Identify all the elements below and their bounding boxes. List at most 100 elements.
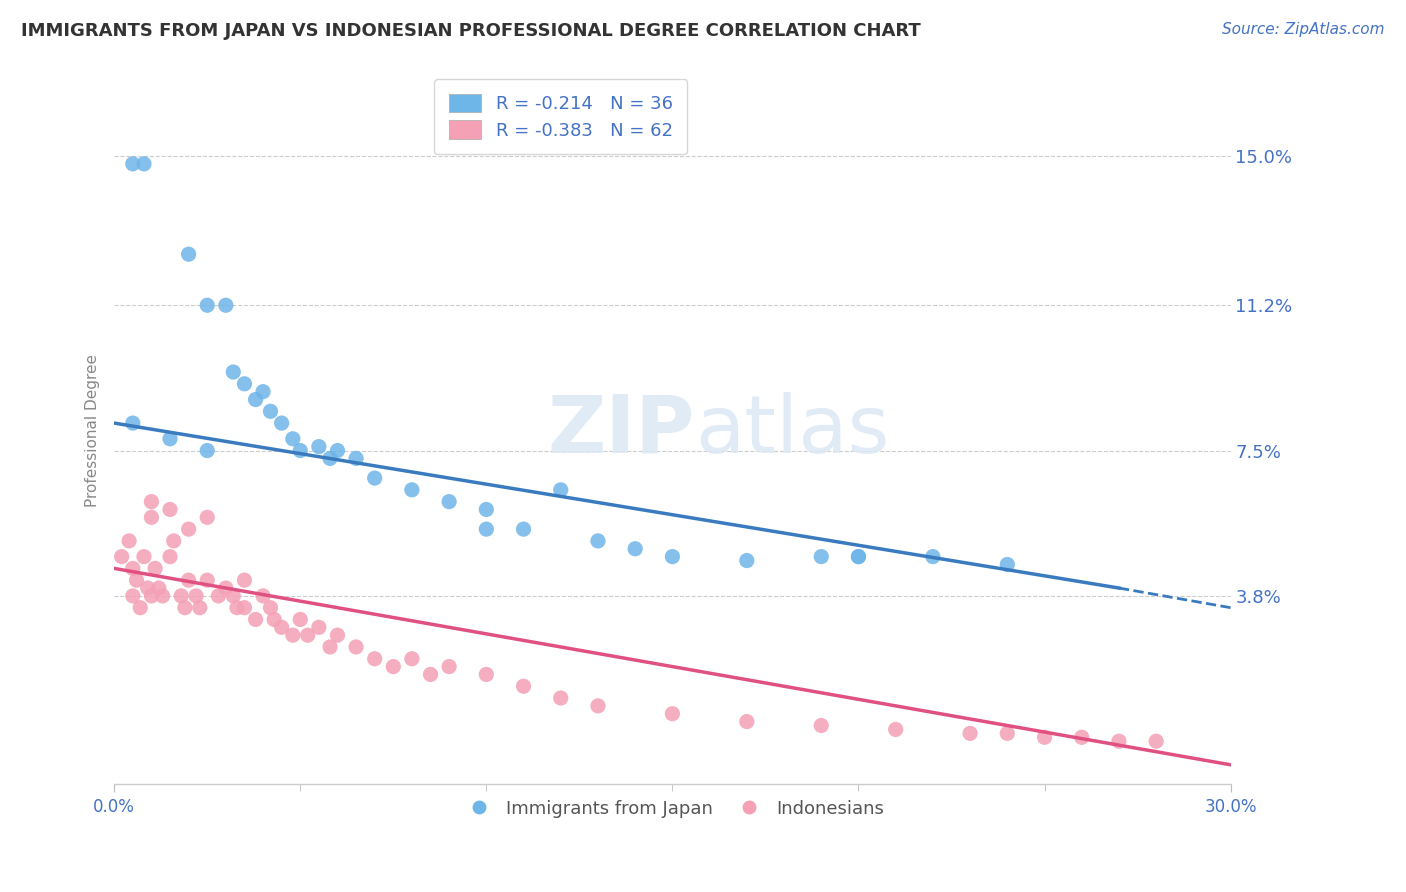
Point <box>152 589 174 603</box>
Y-axis label: Professional Degree: Professional Degree <box>86 354 100 508</box>
Point <box>586 698 609 713</box>
Point <box>245 612 267 626</box>
Point <box>995 558 1018 572</box>
Point <box>215 298 238 312</box>
Point <box>195 573 218 587</box>
Point <box>319 451 342 466</box>
Point <box>233 573 256 587</box>
Point <box>259 404 281 418</box>
Point <box>512 522 534 536</box>
Point <box>270 620 292 634</box>
Point <box>363 471 385 485</box>
Point <box>118 533 141 548</box>
Point <box>419 667 441 681</box>
Point <box>207 589 229 603</box>
Point <box>163 533 186 548</box>
Point <box>177 522 200 536</box>
Point <box>259 600 281 615</box>
Point <box>174 600 197 615</box>
Point <box>512 679 534 693</box>
Point <box>959 726 981 740</box>
Point <box>1144 734 1167 748</box>
Point <box>550 483 572 497</box>
Point <box>121 157 143 171</box>
Point <box>222 365 245 379</box>
Point <box>252 589 274 603</box>
Text: IMMIGRANTS FROM JAPAN VS INDONESIAN PROFESSIONAL DEGREE CORRELATION CHART: IMMIGRANTS FROM JAPAN VS INDONESIAN PROF… <box>21 22 921 40</box>
Point <box>195 443 218 458</box>
Point <box>111 549 134 564</box>
Point <box>344 451 367 466</box>
Point <box>263 612 285 626</box>
Point <box>848 549 870 564</box>
Text: atlas: atlas <box>695 392 889 470</box>
Point <box>550 691 572 706</box>
Point <box>281 432 304 446</box>
Point <box>475 502 498 516</box>
Legend: Immigrants from Japan, Indonesians: Immigrants from Japan, Indonesians <box>454 792 891 825</box>
Point <box>226 600 249 615</box>
Text: ZIP: ZIP <box>547 392 695 470</box>
Point <box>475 667 498 681</box>
Point <box>661 549 683 564</box>
Point <box>1108 734 1130 748</box>
Point <box>995 726 1018 740</box>
Point <box>281 628 304 642</box>
Point <box>159 549 181 564</box>
Point <box>884 723 907 737</box>
Point <box>326 443 349 458</box>
Point <box>810 549 832 564</box>
Point <box>121 589 143 603</box>
Point <box>270 416 292 430</box>
Point <box>215 581 238 595</box>
Point <box>308 440 330 454</box>
Point <box>344 640 367 654</box>
Point <box>177 573 200 587</box>
Point <box>233 600 256 615</box>
Point <box>661 706 683 721</box>
Point <box>121 416 143 430</box>
Point <box>297 628 319 642</box>
Text: Source: ZipAtlas.com: Source: ZipAtlas.com <box>1222 22 1385 37</box>
Point <box>437 659 460 673</box>
Point <box>132 549 155 564</box>
Point <box>401 652 423 666</box>
Point <box>188 600 211 615</box>
Point <box>1033 731 1056 745</box>
Point <box>848 549 870 564</box>
Point <box>1070 731 1092 745</box>
Point <box>125 573 148 587</box>
Point <box>170 589 193 603</box>
Point <box>136 581 159 595</box>
Point <box>437 494 460 508</box>
Point <box>159 502 181 516</box>
Point <box>735 553 758 567</box>
Point <box>290 612 312 626</box>
Point <box>141 510 163 524</box>
Point <box>245 392 267 407</box>
Point <box>141 589 163 603</box>
Point <box>586 533 609 548</box>
Point <box>129 600 152 615</box>
Point <box>132 157 155 171</box>
Point <box>810 718 832 732</box>
Point <box>319 640 342 654</box>
Point <box>922 549 945 564</box>
Point <box>195 298 218 312</box>
Point <box>475 522 498 536</box>
Point <box>177 247 200 261</box>
Point <box>121 561 143 575</box>
Point <box>735 714 758 729</box>
Point <box>326 628 349 642</box>
Point <box>252 384 274 399</box>
Point <box>308 620 330 634</box>
Point <box>401 483 423 497</box>
Point <box>195 510 218 524</box>
Point <box>290 443 312 458</box>
Point <box>184 589 207 603</box>
Point <box>148 581 170 595</box>
Point <box>363 652 385 666</box>
Point <box>141 494 163 508</box>
Point <box>233 376 256 391</box>
Point <box>222 589 245 603</box>
